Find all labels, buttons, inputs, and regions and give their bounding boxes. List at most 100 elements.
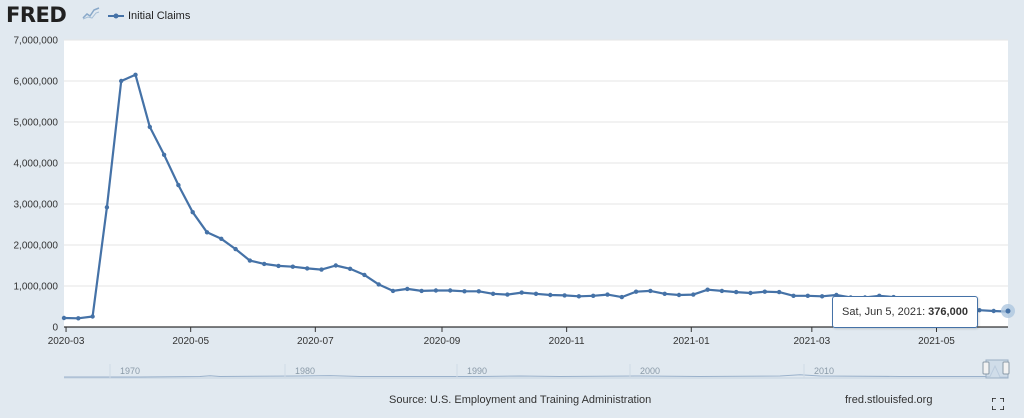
data-point[interactable] [662,291,667,296]
data-point[interactable] [276,263,281,269]
fullscreen-icon[interactable] [992,398,1004,410]
y-tick-label: 3,000,000 [14,200,59,211]
navigator-label: 2010 [814,366,834,376]
data-point[interactable] [777,289,782,295]
navigator-label: 1970 [120,366,140,376]
navigator-label: 1990 [467,366,487,376]
data-point[interactable] [247,258,253,263]
data-point[interactable] [977,308,982,313]
data-point[interactable] [791,293,796,298]
data-point[interactable] [819,294,825,299]
data-point[interactable] [133,72,138,78]
data-point[interactable] [161,152,167,157]
data-point[interactable] [519,290,524,295]
data-point[interactable] [548,292,553,298]
data-point[interactable] [290,264,295,269]
x-tick-label: 2021-03 [793,336,830,347]
chart-header: FRED Initial Claims [0,0,1024,34]
data-point[interactable] [648,288,653,294]
data-point[interactable] [691,292,696,297]
x-axis: 2020-03 2020-05 2020-07 2020-09 2020-11 2021-… [48,327,955,347]
x-tick-label: 2020-11 [549,336,585,347]
plot-area [64,40,1008,327]
data-point[interactable] [448,288,453,293]
data-point[interactable] [734,289,739,295]
navigator-handle-right[interactable] [1002,361,1010,375]
data-point[interactable] [176,182,181,188]
data-point[interactable] [462,289,467,294]
gridlines [64,39,1008,287]
data-point[interactable] [390,288,396,294]
navigator[interactable]: 1970 1980 1990 2000 2010 [64,359,1010,379]
y-axis: 0 1,000,000 2,000,000 3,000,000 4,000,000 5,0… [14,36,59,334]
navigator-handle-left[interactable] [982,361,990,375]
navigator-label: 2000 [640,366,660,376]
y-tick-label: 6,000,000 [14,77,59,88]
data-point[interactable] [319,267,324,272]
data-point[interactable] [333,263,338,268]
data-point[interactable] [419,288,424,294]
data-point[interactable] [748,290,753,296]
fred-logo[interactable]: FRED [6,3,67,27]
data-point[interactable] [90,314,95,319]
legend[interactable]: Initial Claims [108,9,190,23]
data-point[interactable] [605,292,610,297]
y-tick-label: 0 [52,323,58,334]
data-point[interactable] [147,124,152,130]
data-point[interactable] [562,293,567,298]
data-point[interactable] [591,293,596,298]
legend-series-icon [108,13,124,19]
legend-label: Initial Claims [128,10,191,22]
data-point[interactable] [61,315,67,321]
data-point[interactable] [362,272,367,278]
data-point[interactable] [405,286,410,292]
x-tick-label: 2021-01 [673,336,710,347]
source-note: Source: U.S. Employment and Training Adm… [389,394,652,406]
y-tick-label: 5,000,000 [14,118,59,129]
data-point[interactable] [262,261,267,267]
data-point[interactable] [719,288,725,294]
tooltip-date: Sat, Jun 5, 2021: [842,306,926,318]
y-tick-label: 4,000,000 [14,159,59,170]
data-point[interactable] [533,291,539,296]
site-link[interactable]: fred.stlouisfed.org [845,394,933,406]
x-tick-label: 2020-03 [48,336,85,347]
data-point[interactable] [76,316,81,321]
navigator-label: 1980 [295,366,315,376]
fred-sparkline-logo-icon [82,6,100,20]
data-point[interactable] [376,282,381,287]
navigator-track[interactable] [64,363,1008,379]
data-point[interactable] [305,266,310,271]
x-tick-label: 2020-09 [424,336,461,347]
data-point[interactable] [233,246,238,252]
y-tick-label: 1,000,000 [14,282,59,293]
data-point[interactable] [576,294,582,299]
tooltip: Sat, Jun 5, 2021: 376,000 [832,296,978,328]
x-tick-label: 2020-05 [172,336,209,347]
data-point[interactable] [476,289,481,294]
data-point[interactable] [490,291,496,296]
navigator-labels: 1970 1980 1990 2000 2010 [109,364,834,378]
data-point[interactable] [219,236,224,241]
x-tick-label: 2021-05 [918,336,955,347]
data-point[interactable] [190,210,195,215]
data-point[interactable] [633,289,639,294]
data-point[interactable] [119,78,124,84]
data-point[interactable] [805,293,810,298]
data-point[interactable] [204,230,210,235]
data-point[interactable] [676,292,682,298]
data-point[interactable] [347,266,353,271]
hover-point [1005,308,1011,314]
y-tick-label: 7,000,000 [14,36,59,47]
data-point[interactable] [433,288,439,293]
data-point[interactable] [762,289,767,294]
tooltip-value: 376,000 [928,306,968,318]
data-point[interactable] [991,308,996,314]
x-tick-label: 2020-07 [297,336,334,347]
navigator-series [64,364,1008,378]
data-point[interactable] [505,292,510,297]
data-point[interactable] [705,287,710,292]
data-point[interactable] [619,294,624,300]
data-point[interactable] [104,205,110,210]
